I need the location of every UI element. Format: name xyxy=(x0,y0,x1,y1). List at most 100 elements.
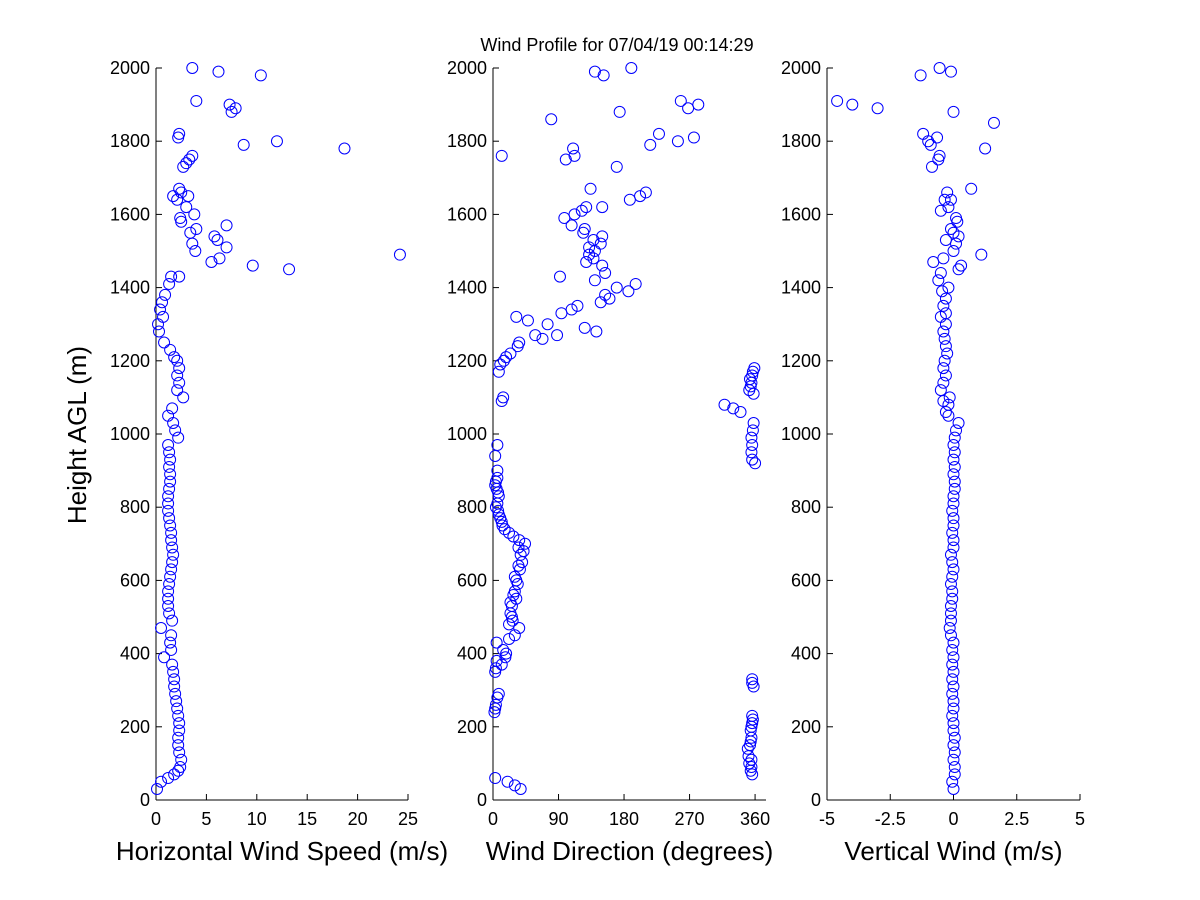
data-point xyxy=(975,248,988,261)
data-point xyxy=(639,186,652,199)
data-point xyxy=(567,142,580,155)
data-point xyxy=(165,643,178,656)
data-point xyxy=(512,541,525,554)
data-point xyxy=(746,713,759,726)
data-point xyxy=(166,556,179,569)
data-point xyxy=(169,424,182,437)
data-point xyxy=(938,354,951,367)
data-point xyxy=(947,563,960,576)
data-point xyxy=(743,757,756,770)
data-point xyxy=(172,731,185,744)
y-tick-label: 200 xyxy=(457,717,487,737)
data-point xyxy=(162,497,175,510)
data-point xyxy=(947,783,960,796)
data-point xyxy=(946,585,959,598)
data-point xyxy=(727,402,740,415)
data-point xyxy=(162,490,175,503)
data-point xyxy=(172,739,185,752)
y-tick-label: 800 xyxy=(120,497,150,517)
data-point xyxy=(164,468,177,481)
data-point xyxy=(168,768,181,781)
data-point xyxy=(741,742,754,755)
data-point xyxy=(944,223,957,236)
data-point xyxy=(596,230,609,243)
data-point xyxy=(168,673,181,686)
data-point xyxy=(177,391,190,404)
x-tick-label: 20 xyxy=(348,809,368,829)
data-point xyxy=(504,596,517,609)
y-tick-label: 1600 xyxy=(447,204,487,224)
data-point xyxy=(158,336,171,349)
data-point xyxy=(490,636,503,649)
data-point xyxy=(220,219,233,232)
x-tick-label: 5 xyxy=(1075,809,1085,829)
data-point xyxy=(166,614,179,627)
data-point xyxy=(158,651,171,664)
data-point xyxy=(168,680,181,693)
data-point xyxy=(166,541,179,554)
data-point xyxy=(746,709,759,722)
data-point xyxy=(948,475,961,488)
y-tick-label: 1200 xyxy=(781,351,821,371)
data-point xyxy=(692,98,705,111)
data-point xyxy=(168,351,181,364)
data-point xyxy=(174,761,187,774)
data-point xyxy=(510,592,523,605)
data-point xyxy=(338,142,351,155)
data-point xyxy=(171,702,184,715)
data-point xyxy=(171,354,184,367)
data-point xyxy=(551,329,564,342)
data-point xyxy=(163,446,176,459)
data-point xyxy=(513,534,526,547)
data-point xyxy=(497,643,510,656)
data-point xyxy=(944,65,957,78)
data-point xyxy=(746,369,759,382)
data-point xyxy=(947,717,960,730)
x-tick-label: 0 xyxy=(151,809,161,829)
y-tick-label: 0 xyxy=(477,790,487,810)
data-point xyxy=(184,226,197,239)
x-tick-label: 25 xyxy=(398,809,418,829)
y-tick-label: 1000 xyxy=(110,424,150,444)
data-point xyxy=(596,259,609,272)
data-point xyxy=(503,526,516,539)
y-tick-label: 600 xyxy=(457,570,487,590)
data-point xyxy=(164,519,177,532)
data-point xyxy=(393,248,406,261)
data-point xyxy=(186,62,199,74)
data-point xyxy=(587,234,600,247)
y-tick-label: 1200 xyxy=(110,351,150,371)
data-point xyxy=(944,614,957,627)
data-point xyxy=(510,310,523,323)
data-point xyxy=(587,252,600,265)
data-point xyxy=(947,702,960,715)
data-point xyxy=(553,270,566,283)
data-point xyxy=(163,482,176,495)
data-point xyxy=(947,468,960,481)
x-tick-label: 0 xyxy=(948,809,958,829)
data-point xyxy=(246,259,259,272)
data-point xyxy=(950,424,963,437)
data-point xyxy=(514,783,527,796)
data-point xyxy=(599,288,612,301)
data-point xyxy=(947,490,960,503)
y-tick-label: 1400 xyxy=(110,278,150,298)
data-point xyxy=(162,409,175,422)
data-point xyxy=(925,160,938,173)
data-point xyxy=(174,212,187,225)
data-point xyxy=(629,277,642,290)
data-point xyxy=(237,138,250,151)
data-point xyxy=(947,724,960,737)
data-point xyxy=(914,69,927,82)
y-tick-label: 2000 xyxy=(781,58,821,78)
data-point xyxy=(937,252,950,265)
data-point xyxy=(254,69,267,82)
data-point xyxy=(931,131,944,144)
data-point xyxy=(943,391,956,404)
data-point xyxy=(489,698,502,711)
data-point xyxy=(831,94,844,107)
data-point xyxy=(934,266,947,279)
data-point xyxy=(171,384,184,397)
data-point xyxy=(212,65,225,78)
y-tick-label: 2000 xyxy=(447,58,487,78)
